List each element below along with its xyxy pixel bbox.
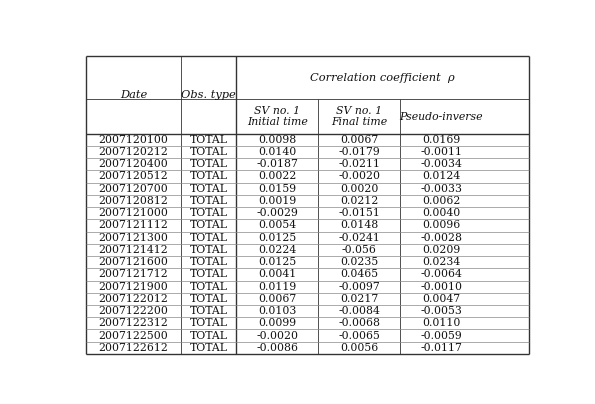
Text: SV no. 1
Final time: SV no. 1 Final time xyxy=(331,106,387,127)
Text: TOTAL: TOTAL xyxy=(190,147,228,157)
Text: -0.0187: -0.0187 xyxy=(256,159,298,169)
Text: -0.0068: -0.0068 xyxy=(339,318,380,328)
Text: -0.056: -0.056 xyxy=(342,245,377,255)
Text: 0.0062: 0.0062 xyxy=(422,196,461,206)
Text: 0.0103: 0.0103 xyxy=(258,306,296,316)
Text: 0.0217: 0.0217 xyxy=(340,294,378,304)
Text: Date: Date xyxy=(120,90,147,100)
Text: TOTAL: TOTAL xyxy=(190,282,228,292)
Text: -0.0020: -0.0020 xyxy=(339,171,380,181)
Text: 0.0148: 0.0148 xyxy=(340,221,378,230)
Text: -0.0117: -0.0117 xyxy=(420,343,462,353)
Text: 0.0159: 0.0159 xyxy=(258,184,296,194)
Text: TOTAL: TOTAL xyxy=(190,233,228,243)
Text: 0.0212: 0.0212 xyxy=(340,196,378,206)
Text: Pseudo-inverse: Pseudo-inverse xyxy=(399,112,483,122)
Text: -0.0034: -0.0034 xyxy=(420,159,462,169)
Text: 0.0169: 0.0169 xyxy=(422,135,461,145)
Text: TOTAL: TOTAL xyxy=(190,208,228,218)
Text: 0.0235: 0.0235 xyxy=(340,257,378,267)
Text: 0.0056: 0.0056 xyxy=(340,343,378,353)
Text: 2007121000: 2007121000 xyxy=(99,208,168,218)
Text: -0.0086: -0.0086 xyxy=(256,343,298,353)
Text: -0.0053: -0.0053 xyxy=(420,306,462,316)
Text: -0.0028: -0.0028 xyxy=(420,233,462,243)
Text: TOTAL: TOTAL xyxy=(190,196,228,206)
Text: 0.0098: 0.0098 xyxy=(258,135,296,145)
Text: -0.0097: -0.0097 xyxy=(339,282,380,292)
Text: 2007121112: 2007121112 xyxy=(99,221,168,230)
Text: 2007122312: 2007122312 xyxy=(99,318,168,328)
Text: 0.0022: 0.0022 xyxy=(258,171,296,181)
Text: -0.0064: -0.0064 xyxy=(420,269,462,280)
Text: 0.0465: 0.0465 xyxy=(340,269,378,280)
Text: TOTAL: TOTAL xyxy=(190,245,228,255)
Text: Obs. type: Obs. type xyxy=(181,90,236,100)
Text: Correlation coefficient  ρ: Correlation coefficient ρ xyxy=(310,73,455,83)
Text: TOTAL: TOTAL xyxy=(190,159,228,169)
Text: TOTAL: TOTAL xyxy=(190,257,228,267)
Text: 0.0209: 0.0209 xyxy=(422,245,461,255)
Text: 2007122612: 2007122612 xyxy=(99,343,168,353)
Text: TOTAL: TOTAL xyxy=(190,269,228,280)
Text: TOTAL: TOTAL xyxy=(190,343,228,353)
Text: 0.0019: 0.0019 xyxy=(258,196,296,206)
Text: 0.0041: 0.0041 xyxy=(258,269,296,280)
Text: -0.0065: -0.0065 xyxy=(339,330,380,341)
Text: 2007121712: 2007121712 xyxy=(99,269,168,280)
Text: 0.0054: 0.0054 xyxy=(258,221,296,230)
Text: TOTAL: TOTAL xyxy=(190,294,228,304)
Text: 0.0124: 0.0124 xyxy=(422,171,461,181)
Text: -0.0059: -0.0059 xyxy=(420,330,462,341)
Text: 0.0119: 0.0119 xyxy=(258,282,296,292)
Text: 2007122200: 2007122200 xyxy=(99,306,168,316)
Text: 2007121600: 2007121600 xyxy=(99,257,168,267)
Text: -0.0010: -0.0010 xyxy=(420,282,462,292)
Text: TOTAL: TOTAL xyxy=(190,184,228,194)
Text: 2007120212: 2007120212 xyxy=(99,147,168,157)
Text: TOTAL: TOTAL xyxy=(190,221,228,230)
Text: -0.0029: -0.0029 xyxy=(256,208,298,218)
Text: TOTAL: TOTAL xyxy=(190,306,228,316)
Text: -0.0179: -0.0179 xyxy=(339,147,380,157)
Text: 2007120812: 2007120812 xyxy=(99,196,168,206)
Text: 2007120400: 2007120400 xyxy=(99,159,168,169)
Text: 0.0125: 0.0125 xyxy=(258,233,296,243)
Text: 0.0110: 0.0110 xyxy=(422,318,461,328)
Text: 2007122500: 2007122500 xyxy=(99,330,168,341)
Text: 2007121412: 2007121412 xyxy=(99,245,168,255)
Text: 2007120700: 2007120700 xyxy=(99,184,168,194)
Text: TOTAL: TOTAL xyxy=(190,171,228,181)
Text: 0.0125: 0.0125 xyxy=(258,257,296,267)
Text: 2007121300: 2007121300 xyxy=(99,233,168,243)
Text: -0.0241: -0.0241 xyxy=(339,233,380,243)
Text: 0.0067: 0.0067 xyxy=(258,294,296,304)
Text: 0.0040: 0.0040 xyxy=(422,208,461,218)
Text: 2007122012: 2007122012 xyxy=(99,294,168,304)
Text: 0.0067: 0.0067 xyxy=(340,135,378,145)
Text: -0.0011: -0.0011 xyxy=(420,147,462,157)
Text: 0.0140: 0.0140 xyxy=(258,147,296,157)
Text: 2007120512: 2007120512 xyxy=(99,171,168,181)
Text: SV no. 1
Initial time: SV no. 1 Initial time xyxy=(247,106,308,127)
Text: 2007120100: 2007120100 xyxy=(99,135,168,145)
Text: TOTAL: TOTAL xyxy=(190,318,228,328)
Text: TOTAL: TOTAL xyxy=(190,135,228,145)
Text: -0.0033: -0.0033 xyxy=(420,184,462,194)
Text: -0.0084: -0.0084 xyxy=(339,306,380,316)
Text: 0.0224: 0.0224 xyxy=(258,245,296,255)
Text: 0.0099: 0.0099 xyxy=(258,318,296,328)
Text: 0.0096: 0.0096 xyxy=(422,221,461,230)
Text: 0.0020: 0.0020 xyxy=(340,184,378,194)
Text: 2007121900: 2007121900 xyxy=(99,282,168,292)
Text: TOTAL: TOTAL xyxy=(190,330,228,341)
Text: -0.0020: -0.0020 xyxy=(256,330,298,341)
Text: 0.0234: 0.0234 xyxy=(422,257,461,267)
Text: -0.0211: -0.0211 xyxy=(339,159,380,169)
Text: 0.0047: 0.0047 xyxy=(422,294,460,304)
Text: -0.0151: -0.0151 xyxy=(339,208,380,218)
